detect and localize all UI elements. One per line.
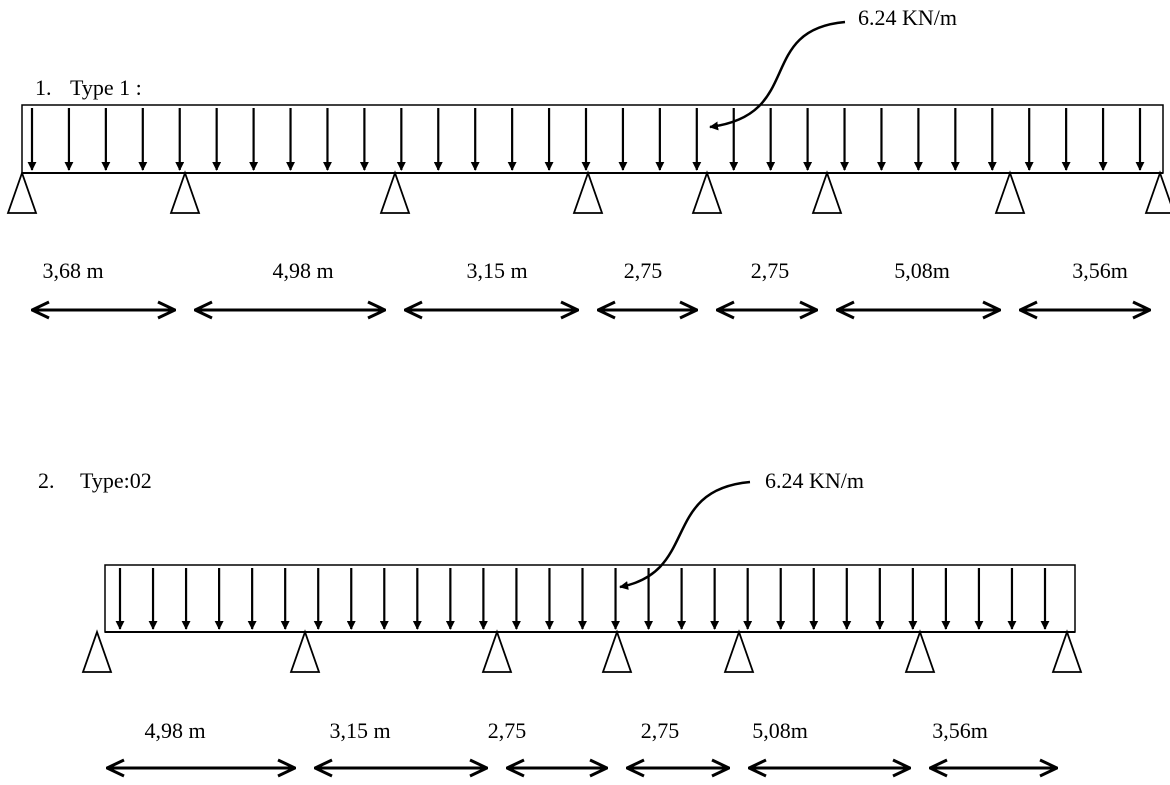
- support-triangle: [6, 170, 38, 214]
- support-triangle: [81, 629, 113, 673]
- diagram-1-number: 1.: [35, 75, 52, 100]
- support-triangle: [1051, 629, 1083, 673]
- support-triangle: [481, 629, 513, 673]
- span-label: 2,75: [641, 718, 680, 743]
- diagram-1-load-arrows: [27, 108, 1145, 171]
- support-triangle: [379, 170, 411, 214]
- support-triangle: [904, 629, 936, 673]
- diagram-2-title: Type:02: [80, 468, 152, 493]
- span-label: 2,75: [624, 258, 663, 283]
- span-label: 3,56m: [1072, 258, 1128, 283]
- support-triangle: [601, 629, 633, 673]
- span-label: 3,15 m: [329, 718, 390, 743]
- span-label: 4,98 m: [272, 258, 333, 283]
- support-triangle: [289, 629, 321, 673]
- diagram-2-load-block: [104, 564, 1076, 633]
- span-label: 5,08m: [752, 718, 808, 743]
- diagram-2-load-label: 6.24 KN/m: [765, 468, 864, 493]
- span-label: 3,56m: [932, 718, 988, 743]
- diagram-1-load-label: 6.24 KN/m: [858, 5, 957, 30]
- diagram-1-leader-arrow: [709, 20, 846, 131]
- diagram-2-number: 2.: [38, 468, 55, 493]
- diagram-2-span-labels: 4,98 m 3,15 m 2,75 2,75 5,08m 3,56m: [144, 718, 987, 743]
- span-label: 3,15 m: [466, 258, 527, 283]
- support-triangle: [811, 170, 843, 214]
- support-triangle: [572, 170, 604, 214]
- span-label: 2,75: [751, 258, 790, 283]
- span-label: 4,98 m: [144, 718, 205, 743]
- span-label: 3,68 m: [42, 258, 103, 283]
- diagram-2-load-arrows: [115, 568, 1050, 630]
- diagram-type-1: 1. Type 1 : 6.24 KN/m 3,68 m 4,98 m 3,15 m…: [6, 5, 1170, 310]
- support-triangle: [723, 629, 755, 673]
- diagram-2-supports: [81, 629, 1083, 673]
- support-triangle: [169, 170, 201, 214]
- span-label: 2,75: [488, 718, 527, 743]
- diagram-type-02: 2. Type:02 6.24 KN/m 4,98 m 3,15 m 2,75 2,7…: [38, 468, 1083, 768]
- support-triangle: [1144, 170, 1170, 214]
- diagram-1-span-labels: 3,68 m 4,98 m 3,15 m 2,75 2,75 5,08m 3,56m: [42, 258, 1127, 283]
- diagram-1-supports: [6, 170, 1170, 214]
- support-triangle: [691, 170, 723, 214]
- span-label: 5,08m: [894, 258, 950, 283]
- support-triangle: [994, 170, 1026, 214]
- diagram-2-leader-arrow: [619, 480, 751, 590]
- diagram-1-title: Type 1 :: [70, 75, 142, 100]
